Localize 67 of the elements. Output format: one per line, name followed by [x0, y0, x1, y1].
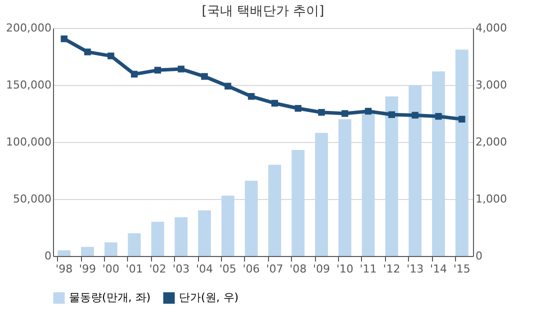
x-tick-label: '04 [196, 262, 214, 276]
x-tick-label: '10 [336, 262, 354, 276]
x-tick-label: '06 [242, 262, 260, 276]
point [364, 108, 372, 115]
y-tick-label: 200,000 [6, 22, 52, 34]
bar [221, 196, 234, 256]
bar [408, 85, 422, 256]
bar [81, 246, 94, 256]
y2-tick-label: 3,000 [476, 78, 507, 92]
point [60, 35, 68, 42]
legend-label: 물동량(만개, 좌) [69, 291, 151, 304]
point [294, 105, 302, 112]
x-tick-label: '99 [78, 262, 96, 276]
point [458, 116, 466, 123]
point [318, 109, 325, 116]
x-tick-label: '09 [312, 262, 330, 276]
y2-tick-label: 0 [476, 250, 482, 262]
point [130, 70, 138, 78]
point [178, 66, 184, 72]
y2-tick-label: 4,000 [476, 22, 507, 34]
point [342, 110, 348, 117]
bar [104, 242, 118, 256]
bar [292, 150, 305, 256]
y-tick-label: 150,000 [6, 78, 52, 92]
x-tick-label: '00 [102, 262, 120, 276]
bar [315, 132, 328, 256]
y2-tick-label: 1,000 [476, 192, 507, 206]
y-tick-label: 100,000 [6, 136, 52, 148]
x-tick-label: '07 [266, 262, 284, 276]
point [412, 112, 418, 119]
bar [268, 164, 282, 256]
x-tick-label: '13 [406, 262, 424, 276]
x-tick-label: '98 [56, 262, 73, 276]
point [154, 66, 162, 74]
bar [58, 250, 71, 256]
bar [455, 50, 468, 256]
y-tick-label: 50,000 [13, 192, 52, 206]
point [108, 52, 114, 60]
x-tick-label: '08 [290, 262, 307, 276]
bar [198, 210, 211, 256]
x-tick-label: '15 [453, 262, 470, 276]
x-tick-label: '12 [383, 262, 400, 276]
bar [385, 96, 398, 256]
x-tick-label: '02 [149, 262, 166, 276]
bar [174, 217, 188, 256]
bar [338, 119, 352, 256]
point [84, 48, 91, 56]
x-tick-label: '05 [219, 262, 236, 276]
point [201, 73, 208, 80]
bar [432, 71, 445, 256]
x-tick-label: '01 [126, 262, 143, 276]
bar [128, 233, 141, 256]
x-tick-label: '11 [360, 262, 377, 276]
legend-label: 단가(원, 우) [179, 291, 239, 304]
chart-title: [국내 택배단가 추이] [202, 4, 324, 19]
y-tick-label: 0 [44, 250, 52, 262]
bar [244, 180, 258, 256]
point [388, 111, 396, 118]
y2-tick-label: 2,000 [476, 136, 507, 148]
point [435, 112, 442, 120]
bar [151, 222, 164, 256]
point [248, 93, 255, 100]
point [271, 100, 278, 107]
x-tick-label: '03 [172, 262, 190, 276]
x-tick-label: '14 [430, 262, 448, 276]
bar [362, 112, 375, 256]
point [224, 82, 232, 90]
